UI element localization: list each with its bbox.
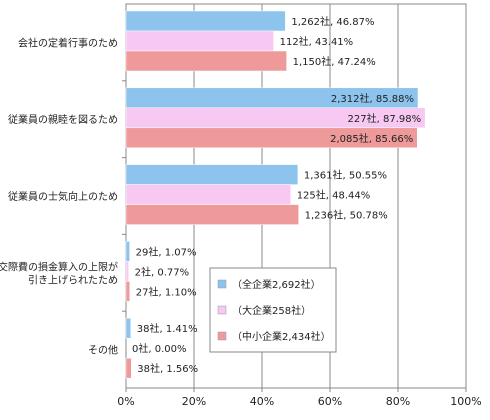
data-label: 38社, 1.41% <box>137 322 198 335</box>
bar <box>125 127 418 149</box>
legend-swatch <box>217 279 227 289</box>
legend-swatch <box>217 331 227 341</box>
data-label: 1,361社, 50.55% <box>304 169 387 182</box>
bar <box>125 30 274 52</box>
data-label: 38社, 1.56% <box>137 362 198 375</box>
data-label: 1,262社, 46.87% <box>291 15 374 28</box>
bar <box>125 281 130 302</box>
x-tick-label: 40% <box>250 395 274 408</box>
category-label: 従業員の士気向上のため <box>8 190 118 203</box>
legend-label: （中小企業2,434社） <box>232 330 331 343</box>
x-tick-label: 0% <box>117 395 134 408</box>
data-label: 112社, 43.41% <box>280 35 354 48</box>
data-label: 2社, 0.77% <box>135 265 190 278</box>
bar <box>125 261 129 282</box>
legend-swatch <box>217 305 227 315</box>
x-tick-label: 20% <box>182 395 206 408</box>
bar <box>125 184 291 205</box>
legend <box>209 267 337 353</box>
data-label: 227社, 87.98% <box>348 112 422 125</box>
bar <box>125 317 132 339</box>
category-label: 会社の定着行事のため <box>18 36 118 49</box>
x-tick-label: 60% <box>318 395 342 408</box>
data-label: 0社, 0.00% <box>132 342 187 355</box>
data-label: 2,312社, 85.88% <box>331 92 414 105</box>
data-label: 27社, 1.10% <box>136 285 197 298</box>
category-label: 従業員の親睦を図るため <box>8 113 118 126</box>
bar <box>125 204 299 225</box>
bar <box>125 10 286 32</box>
category-label: 交際費の損金算入の上限が <box>0 260 118 273</box>
bar <box>125 164 299 185</box>
bar <box>125 50 287 72</box>
data-label: 29社, 1.07% <box>136 245 197 258</box>
legend-label: （全企業2,692社） <box>232 278 321 291</box>
data-label: 2,085社, 85.66% <box>330 132 413 145</box>
data-label: 1,236社, 50.78% <box>305 209 388 222</box>
data-label: 125社, 48.44% <box>297 189 371 202</box>
category-label: その他 <box>88 344 118 357</box>
bar <box>125 241 130 262</box>
bar <box>125 357 132 379</box>
x-tick-label: 80% <box>386 395 410 408</box>
legend-label: （大企業258社） <box>232 304 311 317</box>
x-tick-label: 100% <box>450 395 481 408</box>
data-label: 1,150社, 47.24% <box>293 55 376 68</box>
category-label: 引き上げられたため <box>28 274 118 286</box>
